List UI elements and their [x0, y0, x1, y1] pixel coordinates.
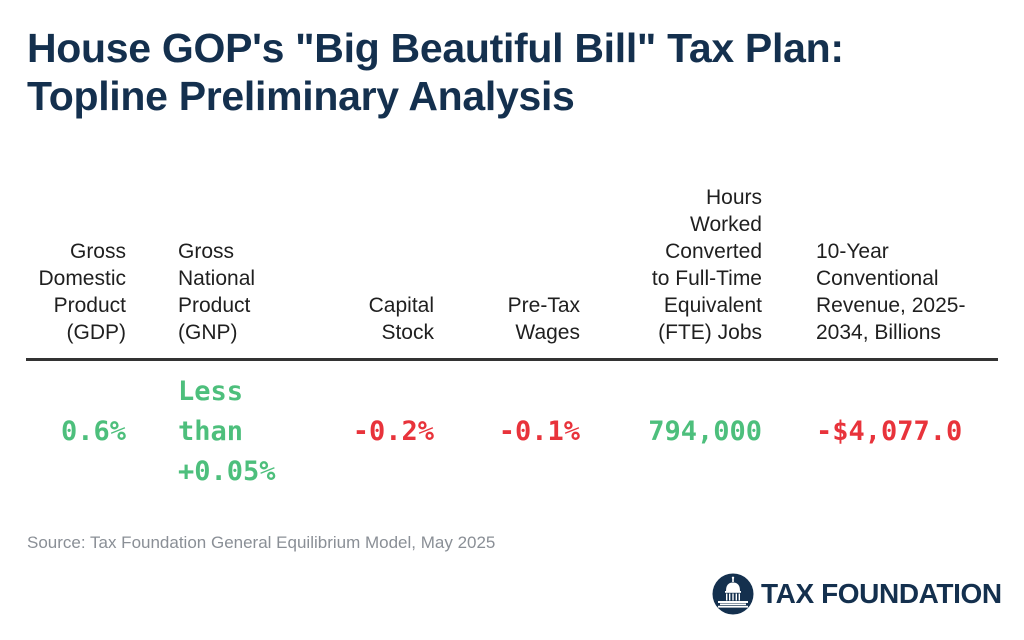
- header-fte-jobs-line: (FTE) Jobs: [658, 321, 762, 344]
- value-gnp-line: Less: [178, 376, 244, 407]
- header-pre-tax-wages: Pre-Tax Wages: [470, 170, 580, 346]
- header-revenue-line: Conventional: [816, 267, 939, 290]
- header-fte-jobs-line: to Full-Time: [651, 267, 762, 290]
- value-capital-stock: -0.2%: [320, 412, 434, 452]
- value-gdp: 0.6%: [26, 412, 126, 452]
- header-revenue: 10-Year Conventional Revenue, 2025- 2034…: [816, 170, 996, 346]
- header-fte-jobs: Hours Worked Converted to Full-Time Equi…: [610, 170, 762, 346]
- value-gnp-line: than: [178, 416, 244, 447]
- header-divider: [26, 358, 998, 361]
- header-capital-stock-line: Stock: [381, 321, 434, 344]
- header-gnp: Gross National Product (GNP): [178, 170, 318, 346]
- value-capital-stock-line: -0.2%: [352, 416, 434, 447]
- value-gnp: Less than +0.05%: [178, 372, 318, 492]
- header-revenue-line: 10-Year: [816, 240, 889, 263]
- chart-title-line-2: Topline Preliminary Analysis: [27, 73, 575, 119]
- value-fte-jobs: 794,000: [612, 412, 762, 452]
- header-capital-stock: Capital Stock: [330, 170, 434, 346]
- header-gnp-line: National: [178, 267, 256, 290]
- value-fte-jobs-line: 794,000: [648, 416, 762, 447]
- header-gnp-line: (GNP): [178, 321, 238, 344]
- value-pre-tax-wages-line: -0.1%: [498, 416, 580, 447]
- header-revenue-line: 2034, Billions: [816, 321, 941, 344]
- value-gdp-line: 0.6%: [60, 416, 126, 447]
- source-note: Source: Tax Foundation General Equilibri…: [27, 533, 496, 552]
- value-pre-tax-wages: -0.1%: [466, 412, 580, 452]
- value-revenue: -$4,077.0: [816, 412, 996, 452]
- header-fte-jobs-line: Equivalent: [663, 294, 762, 317]
- logo-text: TAX FOUNDATION: [761, 578, 1002, 609]
- header-gnp-line: Gross: [178, 240, 235, 263]
- header-revenue-line: Revenue, 2025-: [816, 294, 966, 317]
- header-fte-jobs-line: Converted: [665, 240, 762, 263]
- value-gnp-line: +0.05%: [178, 456, 276, 487]
- value-revenue-line: -$4,077.0: [816, 416, 963, 447]
- header-gdp: Gross Domestic Product (GDP): [26, 170, 126, 346]
- header-gnp-line: Product: [178, 294, 251, 317]
- tax-foundation-logo: TAX FOUNDATION: [712, 572, 1012, 616]
- header-pre-tax-wages-line: Pre-Tax: [507, 294, 580, 317]
- header-fte-jobs-line: Hours: [705, 186, 762, 209]
- header-pre-tax-wages-line: Wages: [515, 321, 580, 344]
- header-fte-jobs-line: Worked: [690, 213, 762, 236]
- header-gdp-line: Domestic: [38, 267, 126, 290]
- chart-title: House GOP's "Big Beautiful Bill" Tax Pla…: [27, 24, 1007, 120]
- header-gdp-line: Gross: [69, 240, 126, 263]
- header-gdp-line: Product: [53, 294, 126, 317]
- header-capital-stock-line: Capital: [368, 294, 434, 317]
- chart-title-line-1: House GOP's "Big Beautiful Bill" Tax Pla…: [27, 25, 844, 71]
- capitol-dome-icon: [712, 573, 754, 615]
- header-gdp-line: (GDP): [66, 321, 127, 344]
